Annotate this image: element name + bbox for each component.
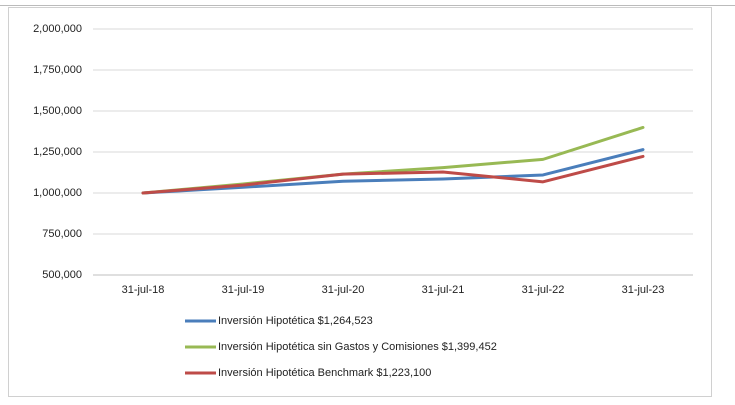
y-tick-label: 750,000 <box>42 228 82 240</box>
y-tick-label: 1,500,000 <box>33 105 82 117</box>
x-tick-label: 31-jul-18 <box>122 284 165 296</box>
x-tick-label: 31-jul-20 <box>322 284 365 296</box>
y-tick-label: 2,000,000 <box>33 23 82 35</box>
x-tick-label: 31-jul-19 <box>222 284 265 296</box>
y-tick-label: 500,000 <box>42 269 82 281</box>
series-line <box>141 154 645 195</box>
y-tick-label: 1,750,000 <box>33 64 82 76</box>
legend-label: Inversión Hipotética Benchmark $1,223,10… <box>218 367 431 379</box>
x-tick-label: 31-jul-21 <box>422 284 465 296</box>
legend-label: Inversión Hipotética $1,264,523 <box>218 315 373 327</box>
y-tick-label: 1,250,000 <box>33 146 82 158</box>
legend-label: Inversión Hipotética sin Gastos y Comisi… <box>218 341 497 353</box>
x-tick-label: 31-jul-22 <box>522 284 565 296</box>
y-tick-label: 1,000,000 <box>33 187 82 199</box>
series-line <box>141 148 645 195</box>
x-tick-label: 31-jul-23 <box>622 284 665 296</box>
chart-frame <box>8 7 712 397</box>
